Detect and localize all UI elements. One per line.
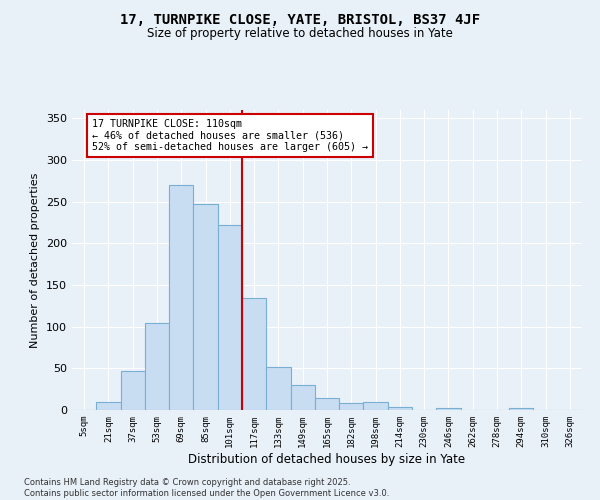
Bar xyxy=(290,385,315,410)
Text: Contains HM Land Registry data © Crown copyright and database right 2025.
Contai: Contains HM Land Registry data © Crown c… xyxy=(24,478,389,498)
Bar xyxy=(121,371,145,410)
Y-axis label: Number of detached properties: Number of detached properties xyxy=(31,172,40,348)
Text: Size of property relative to detached houses in Yate: Size of property relative to detached ho… xyxy=(147,28,453,40)
X-axis label: Distribution of detached houses by size in Yate: Distribution of detached houses by size … xyxy=(188,452,466,466)
Bar xyxy=(169,185,193,410)
Bar xyxy=(364,402,388,410)
Text: 17 TURNPIKE CLOSE: 110sqm
← 46% of detached houses are smaller (536)
52% of semi: 17 TURNPIKE CLOSE: 110sqm ← 46% of detac… xyxy=(92,119,368,152)
Text: 17, TURNPIKE CLOSE, YATE, BRISTOL, BS37 4JF: 17, TURNPIKE CLOSE, YATE, BRISTOL, BS37 … xyxy=(120,12,480,26)
Bar xyxy=(509,408,533,410)
Bar xyxy=(388,406,412,410)
Bar xyxy=(145,322,169,410)
Bar xyxy=(193,204,218,410)
Bar xyxy=(339,404,364,410)
Bar xyxy=(218,225,242,410)
Bar xyxy=(436,408,461,410)
Bar xyxy=(96,402,121,410)
Bar xyxy=(266,366,290,410)
Bar xyxy=(315,398,339,410)
Bar xyxy=(242,298,266,410)
